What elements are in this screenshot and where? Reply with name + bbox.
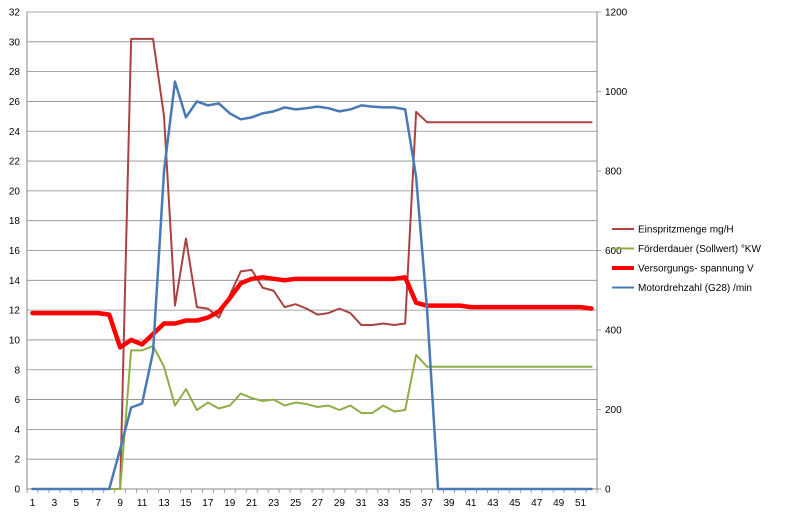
right-axis-tick-labels: 0 200 400 600 800 1000 1200 — [605, 8, 628, 496]
x-axis-tick-label: 19 — [224, 498, 236, 509]
series-line-0 — [31, 37, 593, 490]
right-axis-tick-label: 800 — [605, 167, 622, 178]
left-axis-tick-label: 10 — [9, 335, 21, 346]
left-axis-tick-label: 18 — [9, 216, 21, 227]
right-axis-tick-label: 1200 — [605, 8, 628, 19]
legend-label: Versorgungs- spannung V — [638, 264, 754, 275]
x-axis-tick-label: 11 — [137, 498, 148, 509]
left-axis-tick-label: 2 — [14, 455, 20, 466]
legend: Einspritzmenge mg/H Förderdauer (Sollwert… — [612, 225, 761, 294]
legend-label: Motordrehzahl (G28) /min — [638, 283, 752, 294]
x-axis-tick-label: 49 — [553, 498, 565, 509]
series-line-1 — [31, 344, 593, 490]
left-axis-tick-label: 6 — [14, 395, 20, 406]
x-axis-tick-label: 37 — [422, 498, 434, 509]
x-axis-tick-label: 9 — [117, 498, 123, 509]
right-axis-tick-label: 200 — [605, 405, 622, 416]
left-axis-tick-label: 4 — [14, 425, 20, 436]
legend-label: Förderdauer (Sollwert) °KW — [638, 244, 761, 255]
right-axis-tick-label: 600 — [605, 246, 622, 257]
x-axis-tick-label: 47 — [531, 498, 543, 509]
x-axis-tick-label: 23 — [268, 498, 280, 509]
series-lines — [30, 37, 594, 491]
left-axis-tick-label: 16 — [9, 246, 21, 257]
left-axis-tick-label: 0 — [14, 485, 20, 496]
left-axis-tick-label: 20 — [9, 186, 21, 197]
left-axis-tick-label: 8 — [14, 365, 20, 376]
x-axis-tick-label: 35 — [400, 498, 412, 509]
legend-label: Einspritzmenge mg/H — [638, 225, 734, 236]
x-axis-tick-label: 27 — [312, 498, 324, 509]
left-axis-tick-label: 22 — [9, 157, 21, 168]
x-axis-tick-label: 39 — [443, 498, 455, 509]
left-axis-tick-label: 12 — [9, 306, 21, 317]
x-axis-tick-label: 25 — [290, 498, 302, 509]
x-axis-tick-label: 15 — [180, 498, 192, 509]
left-axis-tick-label: 14 — [9, 276, 21, 287]
x-axis-tick-label: 3 — [52, 498, 58, 509]
x-axis-tick-label: 17 — [202, 498, 214, 509]
x-axis-tick-label: 1 — [30, 498, 36, 509]
right-axis-tick-label: 400 — [605, 326, 622, 337]
x-axis-tick-label: 43 — [487, 498, 499, 509]
series-line-3 — [31, 80, 593, 491]
gridlines — [27, 11, 597, 490]
left-axis-tick-label: 32 — [9, 8, 21, 19]
right-axis-tick-label: 0 — [605, 485, 611, 496]
x-axis-tick-label: 29 — [334, 498, 346, 509]
left-axis-tick-label: 24 — [9, 127, 21, 138]
x-axis-tick-label: 45 — [509, 498, 521, 509]
x-axis-tick-label: 33 — [378, 498, 390, 509]
right-axis-tick-label: 1000 — [605, 87, 628, 98]
x-axis-tick-label: 31 — [356, 498, 368, 509]
left-axis-tick-label: 28 — [9, 67, 21, 78]
x-axis-tick-label: 5 — [74, 498, 80, 509]
x-axis-tick-label: 51 — [575, 498, 587, 509]
x-axis-tick-label: 13 — [158, 498, 170, 509]
left-axis-tick-label: 26 — [9, 97, 21, 108]
x-axis-tick-labels: 1 3 5 7 9 11 13 15 17 19 21 23 25 27 29 31 33 35 37 39 41 43 4… — [30, 498, 587, 509]
series-line-2 — [30, 275, 594, 350]
x-axis-tick-label: 7 — [95, 498, 101, 509]
left-axis-tick-label: 30 — [9, 37, 21, 48]
x-axis-tick-label: 21 — [246, 498, 258, 509]
x-axis-tick-label: 41 — [465, 498, 477, 509]
